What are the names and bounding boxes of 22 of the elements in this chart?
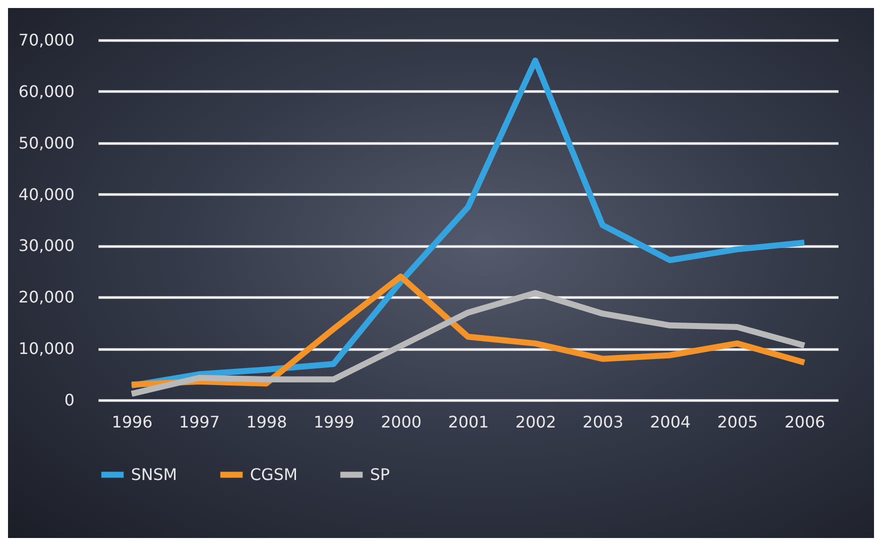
x-tick-label: 2003 <box>582 412 624 432</box>
x-tick-label: 1999 <box>314 412 354 432</box>
x-tick-label: 2002 <box>515 412 556 432</box>
x-tick-label: 2004 <box>650 412 691 432</box>
x-tick-label: 2005 <box>717 412 758 432</box>
x-tick-label: 1996 <box>112 412 152 432</box>
y-tick-label: 60,000 <box>18 82 74 101</box>
y-tick-label: 0 <box>64 390 74 410</box>
x-tick-label: 2001 <box>448 412 489 432</box>
x-tick-label: 1998 <box>246 412 288 432</box>
y-tick-label: 70,000 <box>18 30 74 50</box>
y-tick-label: 40,000 <box>18 184 74 204</box>
x-tick-label: 2000 <box>380 412 422 432</box>
y-tick-label: 10,000 <box>18 339 74 358</box>
y-tick-label: 20,000 <box>18 288 74 307</box>
y-tick-label: 50,000 <box>18 133 74 152</box>
legend-label: SNSM <box>131 464 178 484</box>
x-tick-label: 1997 <box>179 412 220 432</box>
legend-label: SP <box>370 464 390 484</box>
y-tick-label: 30,000 <box>18 236 74 256</box>
legend-label: CGSM <box>250 464 298 484</box>
x-tick-label: 2006 <box>784 412 826 432</box>
